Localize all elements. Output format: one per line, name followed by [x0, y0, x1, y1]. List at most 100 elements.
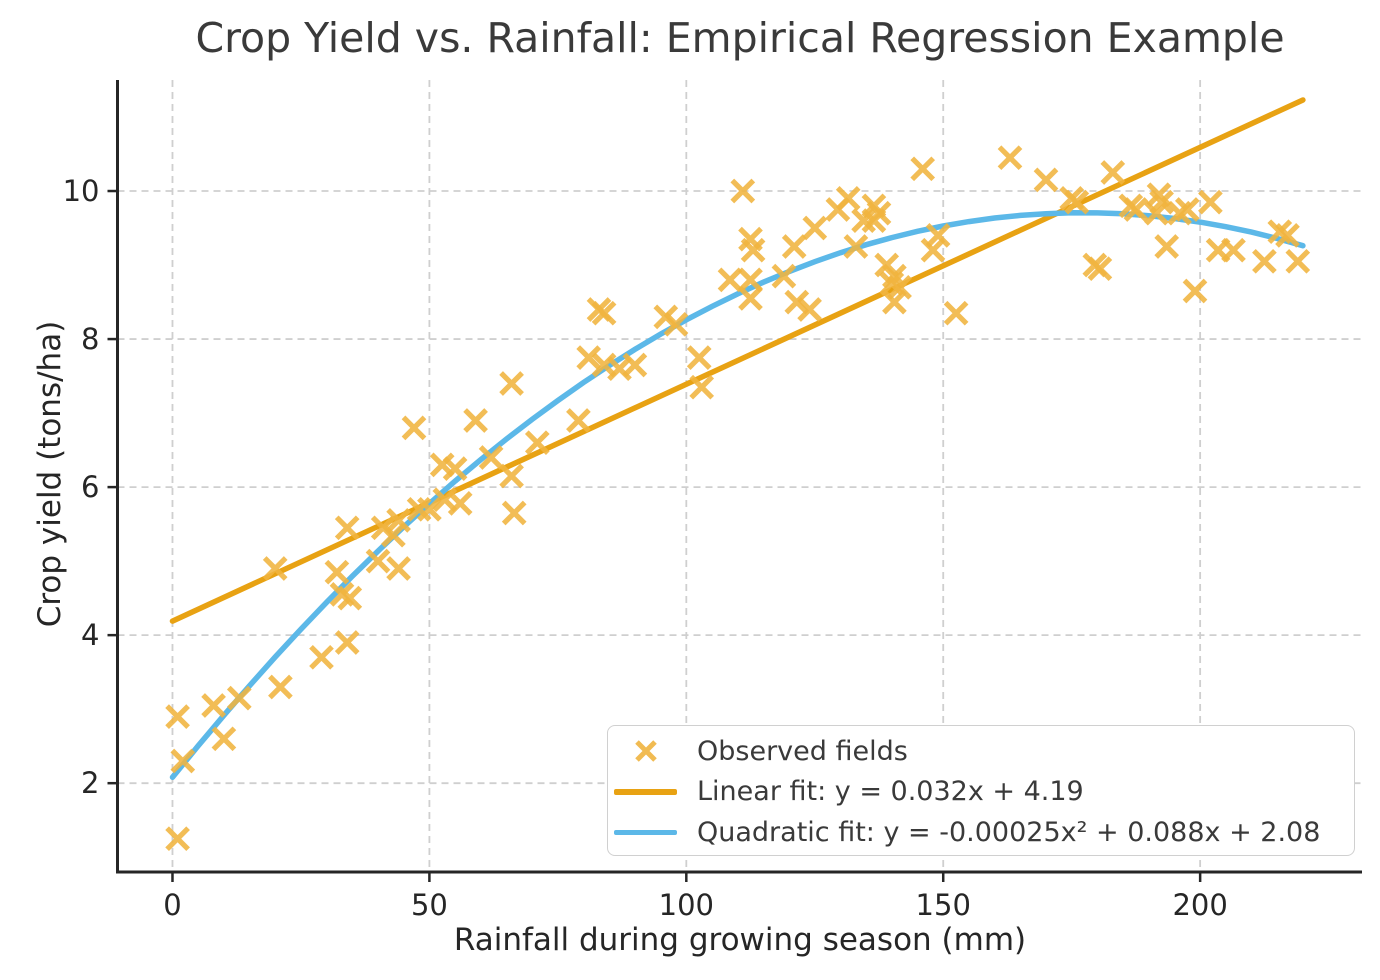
scatter-point: [501, 500, 527, 526]
scatter-point: [463, 408, 488, 433]
scatter-point: [1221, 237, 1246, 263]
legend-line-swatch: [614, 789, 677, 795]
scatter-point: [740, 237, 766, 263]
legend-label: Linear fit: y = 0.032x + 4.19: [697, 776, 1084, 808]
scatter-point: [802, 215, 828, 241]
scatter-point: [406, 496, 432, 522]
scatter-point: [226, 685, 252, 711]
scatter-point: [170, 748, 196, 774]
scatter-point: [381, 522, 406, 548]
scatter-point: [887, 274, 912, 300]
scatter-point: [576, 345, 602, 370]
scatter-point: [771, 263, 797, 289]
scatter-point: [943, 300, 969, 326]
x-tick-label: 0: [163, 888, 181, 922]
scatter-point: [334, 515, 360, 541]
scatter-point: [447, 491, 473, 516]
scatter-point: [738, 267, 763, 293]
scatter-point: [268, 674, 293, 700]
scatter-point: [738, 286, 763, 311]
y-axis-label: Crop yield (tons/ha): [32, 320, 68, 628]
scatter-point: [1285, 248, 1311, 274]
scatter-point: [499, 463, 524, 489]
x-tick-label: 200: [1172, 888, 1227, 922]
scatter-point: [1198, 189, 1223, 215]
scatter-point: [401, 415, 427, 441]
scatter-point: [686, 345, 712, 370]
scatter-point: [622, 352, 648, 378]
x-tick-label: 100: [659, 888, 714, 922]
scatter-point: [1064, 189, 1090, 215]
scatter-point: [211, 726, 237, 752]
x-tick-label: 150: [916, 888, 971, 922]
scatter-point: [334, 630, 360, 655]
scatter-point: [478, 445, 504, 470]
line-swatch: [614, 789, 677, 795]
legend-label: Observed fields: [697, 735, 908, 767]
scatter-point: [262, 556, 288, 581]
scatter-point: [1123, 197, 1149, 222]
quadratic-fit-curve: [169, 210, 1306, 781]
legend-label: Quadratic fit: y = -0.00025x² + 0.088x +…: [697, 816, 1321, 848]
scatter-point: [730, 178, 756, 204]
chart-title: Crop Yield vs. Rainfall: Empirical Regre…: [195, 14, 1285, 62]
x-axis-label: Rainfall during growing season (mm): [453, 922, 1027, 958]
scatter-point: [524, 430, 550, 456]
scatter-point: [1174, 197, 1200, 222]
scatter-point: [386, 508, 411, 533]
scatter-point: [689, 374, 715, 400]
linear-fit-line: [169, 97, 1306, 624]
y-tick-label: 4: [81, 618, 99, 652]
scatter-point: [835, 186, 861, 211]
x-marker-icon: [634, 740, 657, 763]
line-swatch: [614, 829, 677, 835]
legend-row: Observed fields: [608, 731, 1354, 772]
scatter-point: [417, 496, 442, 522]
y-tick-label: 10: [63, 174, 100, 208]
scatter-point: [1146, 182, 1172, 208]
legend-line-swatch: [614, 829, 677, 835]
y-tick-label: 6: [81, 470, 99, 504]
scatter-point: [1149, 189, 1174, 215]
legend-row: Quadratic fit: y = -0.00025x² + 0.088x +…: [608, 812, 1354, 853]
scatter-point: [920, 237, 946, 263]
scatter-point: [1087, 256, 1113, 282]
legend-box: Observed fields Linear fit: y = 0.032x + …: [607, 725, 1355, 856]
scatter-point: [566, 408, 591, 433]
scatter-point: [324, 559, 350, 585]
y-tick-label: 8: [81, 322, 99, 356]
y-tick-label: 2: [81, 766, 99, 800]
scatter-point: [866, 200, 892, 226]
scatter-point: [1182, 278, 1208, 304]
scatter-point: [1100, 160, 1126, 185]
scatter-point: [663, 311, 689, 337]
scatter-point: [165, 826, 190, 852]
scatter-point: [591, 300, 617, 326]
x-tick-label: 50: [411, 888, 448, 922]
scatter-point: [925, 223, 951, 248]
scatter-point: [910, 156, 936, 182]
scatter-point: [1252, 248, 1277, 274]
scatter-point: [1033, 167, 1059, 193]
scatter-point: [717, 267, 743, 293]
scatter-point: [499, 371, 524, 396]
scatter-point: [997, 145, 1023, 171]
scatter-point: [386, 556, 411, 581]
scatter-point: [442, 456, 468, 481]
scatter-point: [309, 644, 334, 670]
scatter-point: [1154, 234, 1180, 259]
scatter-point: [337, 585, 363, 611]
scatter-point: [781, 234, 807, 259]
scatter-point: [851, 208, 876, 233]
scatter-point: [201, 693, 226, 718]
legend-x-marker-icon: [614, 737, 677, 765]
scatter-point: [165, 704, 190, 729]
scatter-point: [784, 289, 810, 315]
scatter-point: [843, 234, 869, 259]
legend-row: Linear fit: y = 0.032x + 4.19: [608, 772, 1354, 813]
scatter-point: [882, 289, 907, 315]
scatter-point: [1275, 223, 1300, 248]
scatter-point: [797, 297, 822, 322]
